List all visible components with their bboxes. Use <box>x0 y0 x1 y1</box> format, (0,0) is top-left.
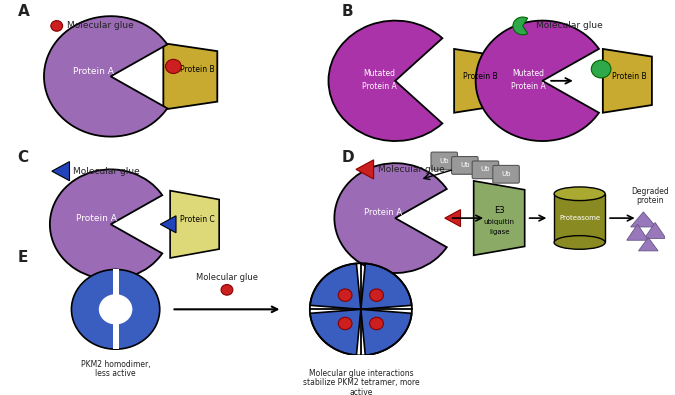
FancyBboxPatch shape <box>431 152 458 170</box>
Circle shape <box>591 60 611 78</box>
Text: Mutated: Mutated <box>512 69 545 78</box>
Text: Molecular glue: Molecular glue <box>537 21 603 30</box>
Text: Protein A: Protein A <box>511 82 546 90</box>
Text: less active: less active <box>95 369 136 378</box>
Polygon shape <box>626 224 648 240</box>
Text: Ub: Ub <box>460 162 470 168</box>
Wedge shape <box>50 169 162 279</box>
Polygon shape <box>454 49 503 113</box>
Text: Molecular glue: Molecular glue <box>377 165 444 174</box>
Wedge shape <box>334 163 447 273</box>
Wedge shape <box>513 17 528 35</box>
Text: ubiquitin: ubiquitin <box>484 219 514 225</box>
Text: Proteasome: Proteasome <box>559 215 600 221</box>
Wedge shape <box>310 263 361 309</box>
Text: Protein B: Protein B <box>180 65 215 74</box>
Text: A: A <box>18 4 29 19</box>
Circle shape <box>370 289 383 301</box>
Text: E3: E3 <box>494 206 504 214</box>
Text: Protein B: Protein B <box>463 72 498 81</box>
Text: Molecular glue: Molecular glue <box>67 21 133 30</box>
Text: Protein A: Protein A <box>73 67 113 75</box>
Bar <box>554 194 605 243</box>
Circle shape <box>370 317 383 330</box>
Circle shape <box>338 289 352 301</box>
Polygon shape <box>645 222 666 239</box>
Polygon shape <box>603 49 652 113</box>
Text: Ub: Ub <box>439 158 449 164</box>
Polygon shape <box>445 210 460 227</box>
Text: Degraded: Degraded <box>631 187 669 196</box>
Circle shape <box>221 284 233 295</box>
Circle shape <box>338 317 352 330</box>
FancyBboxPatch shape <box>452 156 478 174</box>
Text: active: active <box>349 388 373 395</box>
FancyBboxPatch shape <box>472 161 499 179</box>
FancyBboxPatch shape <box>493 166 519 183</box>
Circle shape <box>165 59 181 73</box>
Wedge shape <box>476 21 599 141</box>
Polygon shape <box>639 237 658 251</box>
Text: Protein A: Protein A <box>76 214 116 224</box>
Polygon shape <box>630 212 656 227</box>
Wedge shape <box>115 294 132 324</box>
Ellipse shape <box>554 236 605 249</box>
Text: Molecular glue: Molecular glue <box>74 167 140 176</box>
Text: Mutated: Mutated <box>364 69 396 78</box>
Wedge shape <box>329 21 442 141</box>
Text: ligase: ligase <box>489 229 510 235</box>
Text: E: E <box>18 250 28 265</box>
Text: B: B <box>342 4 353 19</box>
Text: protein: protein <box>637 196 664 205</box>
Text: Molecular glue: Molecular glue <box>196 273 258 282</box>
Wedge shape <box>99 294 115 324</box>
Text: D: D <box>342 150 354 165</box>
Wedge shape <box>361 263 412 309</box>
Text: PKM2 homodimer,: PKM2 homodimer, <box>81 360 151 369</box>
Wedge shape <box>361 309 412 355</box>
Wedge shape <box>72 269 115 349</box>
Text: C: C <box>18 150 28 165</box>
Circle shape <box>51 21 63 31</box>
Polygon shape <box>474 181 524 255</box>
Wedge shape <box>310 309 361 355</box>
Text: Ub: Ub <box>481 166 490 172</box>
Wedge shape <box>115 269 160 349</box>
Text: Molecular glue interactions: Molecular glue interactions <box>308 369 413 378</box>
Polygon shape <box>170 191 219 258</box>
Bar <box>113 269 119 349</box>
Ellipse shape <box>554 187 605 201</box>
Text: Protein C: Protein C <box>180 215 215 224</box>
Polygon shape <box>356 160 373 179</box>
Text: Ub: Ub <box>502 171 511 177</box>
Text: Protein B: Protein B <box>612 72 647 81</box>
Polygon shape <box>160 216 176 233</box>
Polygon shape <box>163 43 217 109</box>
Wedge shape <box>44 16 167 137</box>
Polygon shape <box>52 162 70 181</box>
Text: Protein A: Protein A <box>362 82 397 90</box>
Text: Protein A: Protein A <box>364 208 402 217</box>
Text: stabilize PKM2 tetramer, more: stabilize PKM2 tetramer, more <box>302 378 419 387</box>
